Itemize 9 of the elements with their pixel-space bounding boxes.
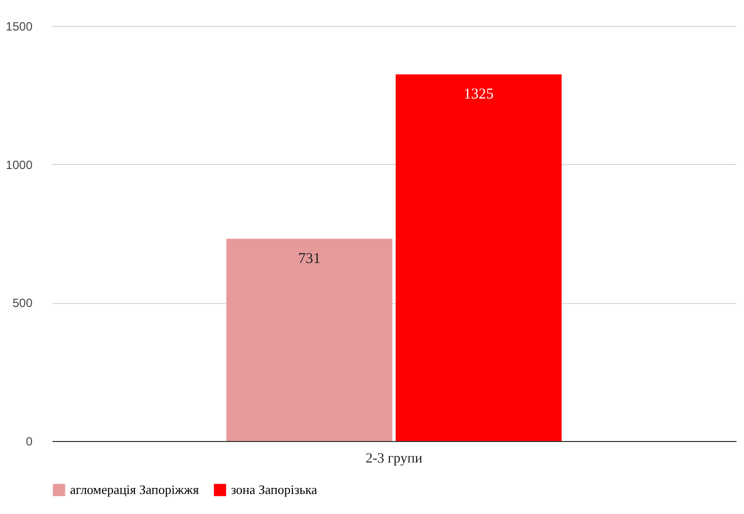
legend-label: агломерація Запоріжжя: [70, 482, 199, 497]
data-label: 731: [298, 250, 321, 267]
data-label: 1325: [464, 86, 494, 102]
y-tick-label: 0: [26, 434, 33, 448]
x-tick-label: 2-3 групи: [366, 452, 423, 466]
legend-label: зона Запорізька: [231, 482, 318, 497]
y-tick-label: 500: [12, 296, 33, 310]
y-tick-label: 1000: [6, 158, 33, 172]
y-tick-label: 1500: [6, 20, 33, 34]
